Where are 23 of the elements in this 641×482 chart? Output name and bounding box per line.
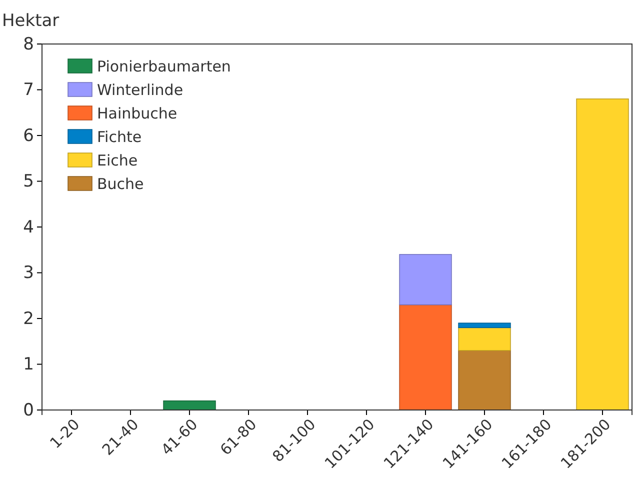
y-tick-label: 0 xyxy=(23,400,34,420)
y-tick-label: 2 xyxy=(23,308,34,329)
y-axis-title: Hektar xyxy=(2,11,60,31)
legend-label: Winterlinde xyxy=(97,80,184,99)
y-tick-label: 1 xyxy=(23,354,34,375)
y-tick-label: 7 xyxy=(23,80,34,100)
y-tick-label: 3 xyxy=(23,263,34,284)
legend-label: Fichte xyxy=(97,128,142,146)
legend-label: Hainbuche xyxy=(97,104,178,122)
bar xyxy=(458,322,511,328)
bar xyxy=(163,400,216,410)
legend-label: Buche xyxy=(97,174,144,193)
y-tick-label: 8 xyxy=(23,34,34,54)
legend-label: Pionierbaumarten xyxy=(97,57,231,76)
bar xyxy=(458,350,511,410)
y-tick-label: 4 xyxy=(23,217,34,238)
legend-label: Eiche xyxy=(97,151,138,170)
bar xyxy=(458,327,511,351)
y-tick-label: 5 xyxy=(23,172,34,192)
bar xyxy=(399,254,452,306)
bar xyxy=(399,304,452,410)
y-tick-label: 6 xyxy=(23,126,34,146)
bar xyxy=(576,98,629,410)
